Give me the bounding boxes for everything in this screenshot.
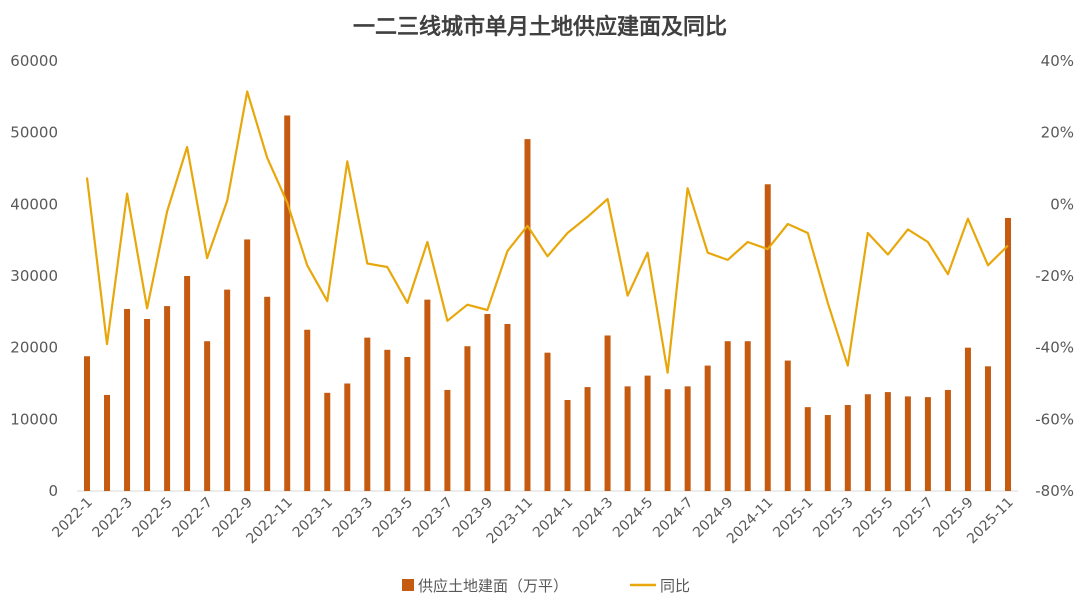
bar <box>984 366 991 491</box>
bar <box>164 306 171 491</box>
bar <box>84 356 91 491</box>
bar <box>484 313 491 491</box>
bar <box>804 407 811 491</box>
left-axis-tick-label: 40000 <box>10 195 58 213</box>
right-axis-tick-label: -80% <box>1035 482 1074 500</box>
x-axis-tick-label: 2023-1 <box>290 495 336 541</box>
left-axis-tick-label: 10000 <box>10 410 58 428</box>
bar <box>384 349 391 491</box>
bar <box>144 319 151 491</box>
legend-label-line: 同比 <box>660 577 690 595</box>
x-axis-tick-label: 2024-5 <box>610 495 656 541</box>
bar <box>344 383 351 491</box>
bar <box>604 335 611 491</box>
right-axis-tick-label: 20% <box>1041 124 1074 142</box>
bar <box>404 356 411 491</box>
bar <box>944 389 951 491</box>
bar <box>1004 217 1011 491</box>
left-axis-tick-label: 50000 <box>10 124 58 142</box>
right-axis-tick-label: 40% <box>1041 52 1074 70</box>
bar <box>324 392 331 491</box>
bar <box>244 239 251 491</box>
bar <box>744 341 751 491</box>
bar <box>824 415 831 491</box>
x-axis-tick-label: 2022-1 <box>49 495 95 541</box>
bar <box>764 184 771 491</box>
bar <box>724 341 731 491</box>
left-y-axis: 0 10000 20000 30000 40000 50000 60000 <box>10 52 58 500</box>
right-y-axis: -80% -60% -40% -20% 0% 20% 40% <box>1035 52 1074 500</box>
x-axis-tick-label: 2024-7 <box>650 495 696 541</box>
legend: 供应土地建面（万平） 同比 <box>402 577 690 595</box>
yoy-line <box>85 90 1009 374</box>
bar <box>684 386 691 491</box>
right-axis-tick-label: -40% <box>1035 339 1074 357</box>
left-axis-tick-label: 20000 <box>10 339 58 357</box>
left-axis-tick-label: 0 <box>48 482 58 500</box>
left-axis-tick-label: 60000 <box>10 52 58 70</box>
bar <box>444 389 451 491</box>
bar <box>224 289 231 491</box>
bar <box>504 324 511 491</box>
bar <box>364 337 371 491</box>
bar <box>924 397 931 491</box>
legend-swatch-bar <box>402 579 414 591</box>
bar <box>884 392 891 491</box>
bar <box>964 347 971 491</box>
bar <box>104 394 111 491</box>
x-axis-tick-label: 2025-1 <box>770 495 816 541</box>
bar <box>664 389 671 491</box>
bar <box>524 139 531 491</box>
x-axis-tick-label: 2023-3 <box>330 495 376 541</box>
legend-label-bar: 供应土地建面（万平） <box>418 577 568 595</box>
x-axis-tick-label: 2022-5 <box>130 495 176 541</box>
x-axis-tick-label: 2025-7 <box>890 495 936 541</box>
bar <box>544 352 551 491</box>
bar <box>564 399 571 491</box>
bar <box>424 299 431 491</box>
bar <box>584 387 591 491</box>
left-axis-tick-label: 30000 <box>10 267 58 285</box>
right-axis-tick-label: -60% <box>1035 410 1074 428</box>
bar <box>124 308 131 491</box>
bar <box>284 115 291 491</box>
x-axis-tick-label: 2024-3 <box>570 495 616 541</box>
x-axis-tick-label: 2023-5 <box>370 495 416 541</box>
bar <box>464 346 471 491</box>
bar <box>904 396 911 491</box>
bar <box>304 329 311 491</box>
x-axis-tick-label: 2022-3 <box>89 495 135 541</box>
x-axis-tick-label: 2025-5 <box>850 495 896 541</box>
bar <box>204 341 211 491</box>
x-axis-tick-label: 2022-7 <box>170 495 216 541</box>
bar <box>864 394 871 491</box>
bar <box>264 296 271 491</box>
right-axis-tick-label: -20% <box>1035 267 1074 285</box>
bar <box>844 405 851 491</box>
line-series <box>85 90 1009 374</box>
bar <box>704 365 711 491</box>
x-axis-tick-label: 2023-7 <box>410 495 456 541</box>
bar <box>624 386 631 491</box>
bar <box>784 360 791 491</box>
x-axis-tick-label: 2024-1 <box>530 495 576 541</box>
bar-series <box>84 115 1011 491</box>
bar <box>644 375 651 491</box>
x-axis: 2022-12022-32022-52022-72022-92022-11202… <box>49 495 1016 548</box>
right-axis-tick-label: 0% <box>1050 195 1074 213</box>
bar <box>184 276 191 491</box>
x-axis-tick-label: 2025-3 <box>810 495 856 541</box>
chart-title: 一二三线城市单月土地供应建面及同比 <box>353 14 727 40</box>
